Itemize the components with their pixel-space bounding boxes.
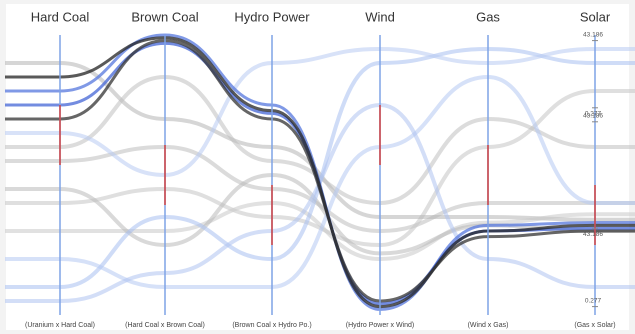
data-line	[5, 74, 635, 289]
axis-title: Brown Coal	[131, 9, 198, 24]
pair-label: (Brown Coal x Hydro Po.)	[232, 322, 311, 329]
data-line	[5, 200, 635, 262]
pair-label: (Gas x Solar)	[574, 322, 615, 329]
tick-label: 43.186	[583, 231, 603, 238]
axis-title: Wind	[365, 9, 395, 24]
data-line	[5, 102, 635, 303]
axis-title: Hydro Power	[234, 9, 310, 24]
tick-label: 43.186	[583, 113, 603, 120]
pair-label: (Uranium x Hard Coal)	[25, 322, 95, 329]
pair-label: (Hard Coal x Brown Coal)	[125, 322, 205, 329]
tick-label: 43.186	[583, 31, 603, 38]
data-line	[5, 46, 635, 178]
tick-label: 0.277	[585, 111, 602, 118]
tick-label: 0.277	[585, 297, 602, 304]
pair-label: (Wind x Gas)	[468, 322, 509, 329]
pair-label: (Hydro Power x Wind)	[346, 322, 414, 329]
axis-title: Hard Coal	[31, 9, 90, 24]
axis-title: Solar	[580, 9, 611, 24]
axis-title: Gas	[476, 9, 500, 24]
